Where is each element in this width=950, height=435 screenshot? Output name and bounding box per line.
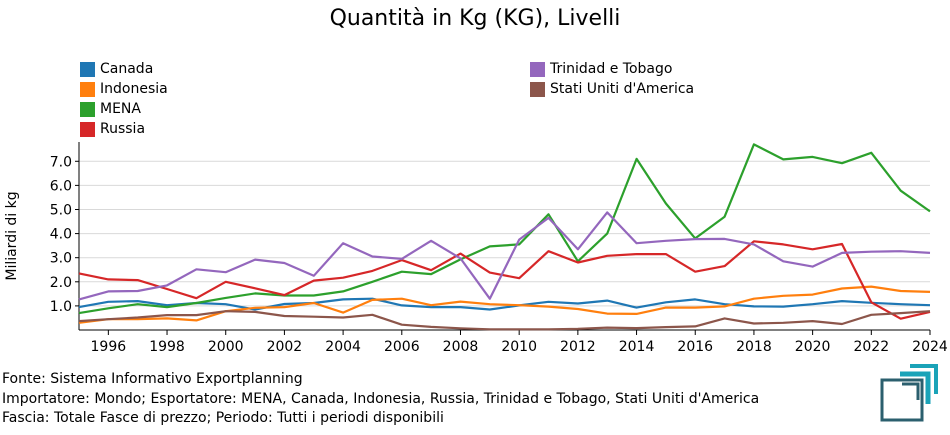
y-tick-label: 3.0 xyxy=(50,251,72,267)
legend-item: Canada xyxy=(80,60,153,78)
legend-swatch xyxy=(80,121,95,137)
legend-label: Russia xyxy=(100,121,146,137)
x-tick-label: 2012 xyxy=(560,339,596,355)
x-tick-label: 2010 xyxy=(501,339,537,355)
legend-item: Russia xyxy=(80,120,145,138)
y-tick-label: 5.0 xyxy=(50,202,72,218)
y-tick-label: 6.0 xyxy=(50,178,72,194)
x-tick-label: 1998 xyxy=(149,339,185,355)
x-tick-label: 2006 xyxy=(384,339,420,355)
x-tick-label: 2000 xyxy=(208,339,244,355)
legend-label: Canada xyxy=(100,61,154,77)
y-tick-label: 1.0 xyxy=(50,299,72,315)
series-line-trinidad-e-tobago xyxy=(78,211,931,301)
x-tick-label: 2016 xyxy=(677,339,713,355)
x-tick-label: 2004 xyxy=(325,339,361,355)
y-tick-label: 4.0 xyxy=(50,227,72,243)
x-tick-label: 2018 xyxy=(736,339,772,355)
y-tick-label: 2.0 xyxy=(50,275,72,291)
series-line-russia xyxy=(78,240,931,320)
legend-label: MENA xyxy=(100,101,141,117)
x-tick-label: 2024 xyxy=(912,339,948,355)
y-axis-label: Miliardi di kg xyxy=(4,191,20,280)
legend-label: Trinidad e Tobago xyxy=(550,61,673,77)
chart-title: Quantità in Kg (KG), Livelli xyxy=(329,6,621,31)
x-tick-label: 2020 xyxy=(795,339,831,355)
legend-label: Indonesia xyxy=(100,81,168,97)
legend-label: Stati Uniti d'America xyxy=(550,81,695,97)
footer-importer-exporter: Importatore: Mondo; Esportatore: MENA, C… xyxy=(2,391,760,407)
footer-range-period: Fascia: Totale Fasce di prezzo; Periodo:… xyxy=(2,410,444,426)
legend-swatch xyxy=(80,101,95,117)
legend-swatch xyxy=(530,81,545,97)
legend-swatch xyxy=(80,81,95,97)
legend-swatch xyxy=(80,61,95,77)
footer-source: Fonte: Sistema Informativo Exportplannin… xyxy=(2,371,303,387)
x-tick-label: 2008 xyxy=(443,339,479,355)
series-line-canada xyxy=(78,297,931,311)
legend-item: Stati Uniti d'America xyxy=(530,80,694,98)
x-tick-label: 2022 xyxy=(853,339,889,355)
legend-item: Trinidad e Tobago xyxy=(530,60,672,78)
legend-swatch xyxy=(530,61,545,77)
legend-item: Indonesia xyxy=(80,80,168,98)
legend-item: MENA xyxy=(80,100,141,118)
x-tick-label: 2002 xyxy=(267,339,303,355)
x-tick-label: 2014 xyxy=(619,339,655,355)
series-line-mena xyxy=(78,143,931,315)
y-tick-label: 7.0 xyxy=(50,154,72,170)
x-tick-label: 1996 xyxy=(91,339,127,355)
exportplanning-logo-icon xyxy=(880,364,938,422)
series-line-stati-uniti-d-america xyxy=(78,310,931,331)
